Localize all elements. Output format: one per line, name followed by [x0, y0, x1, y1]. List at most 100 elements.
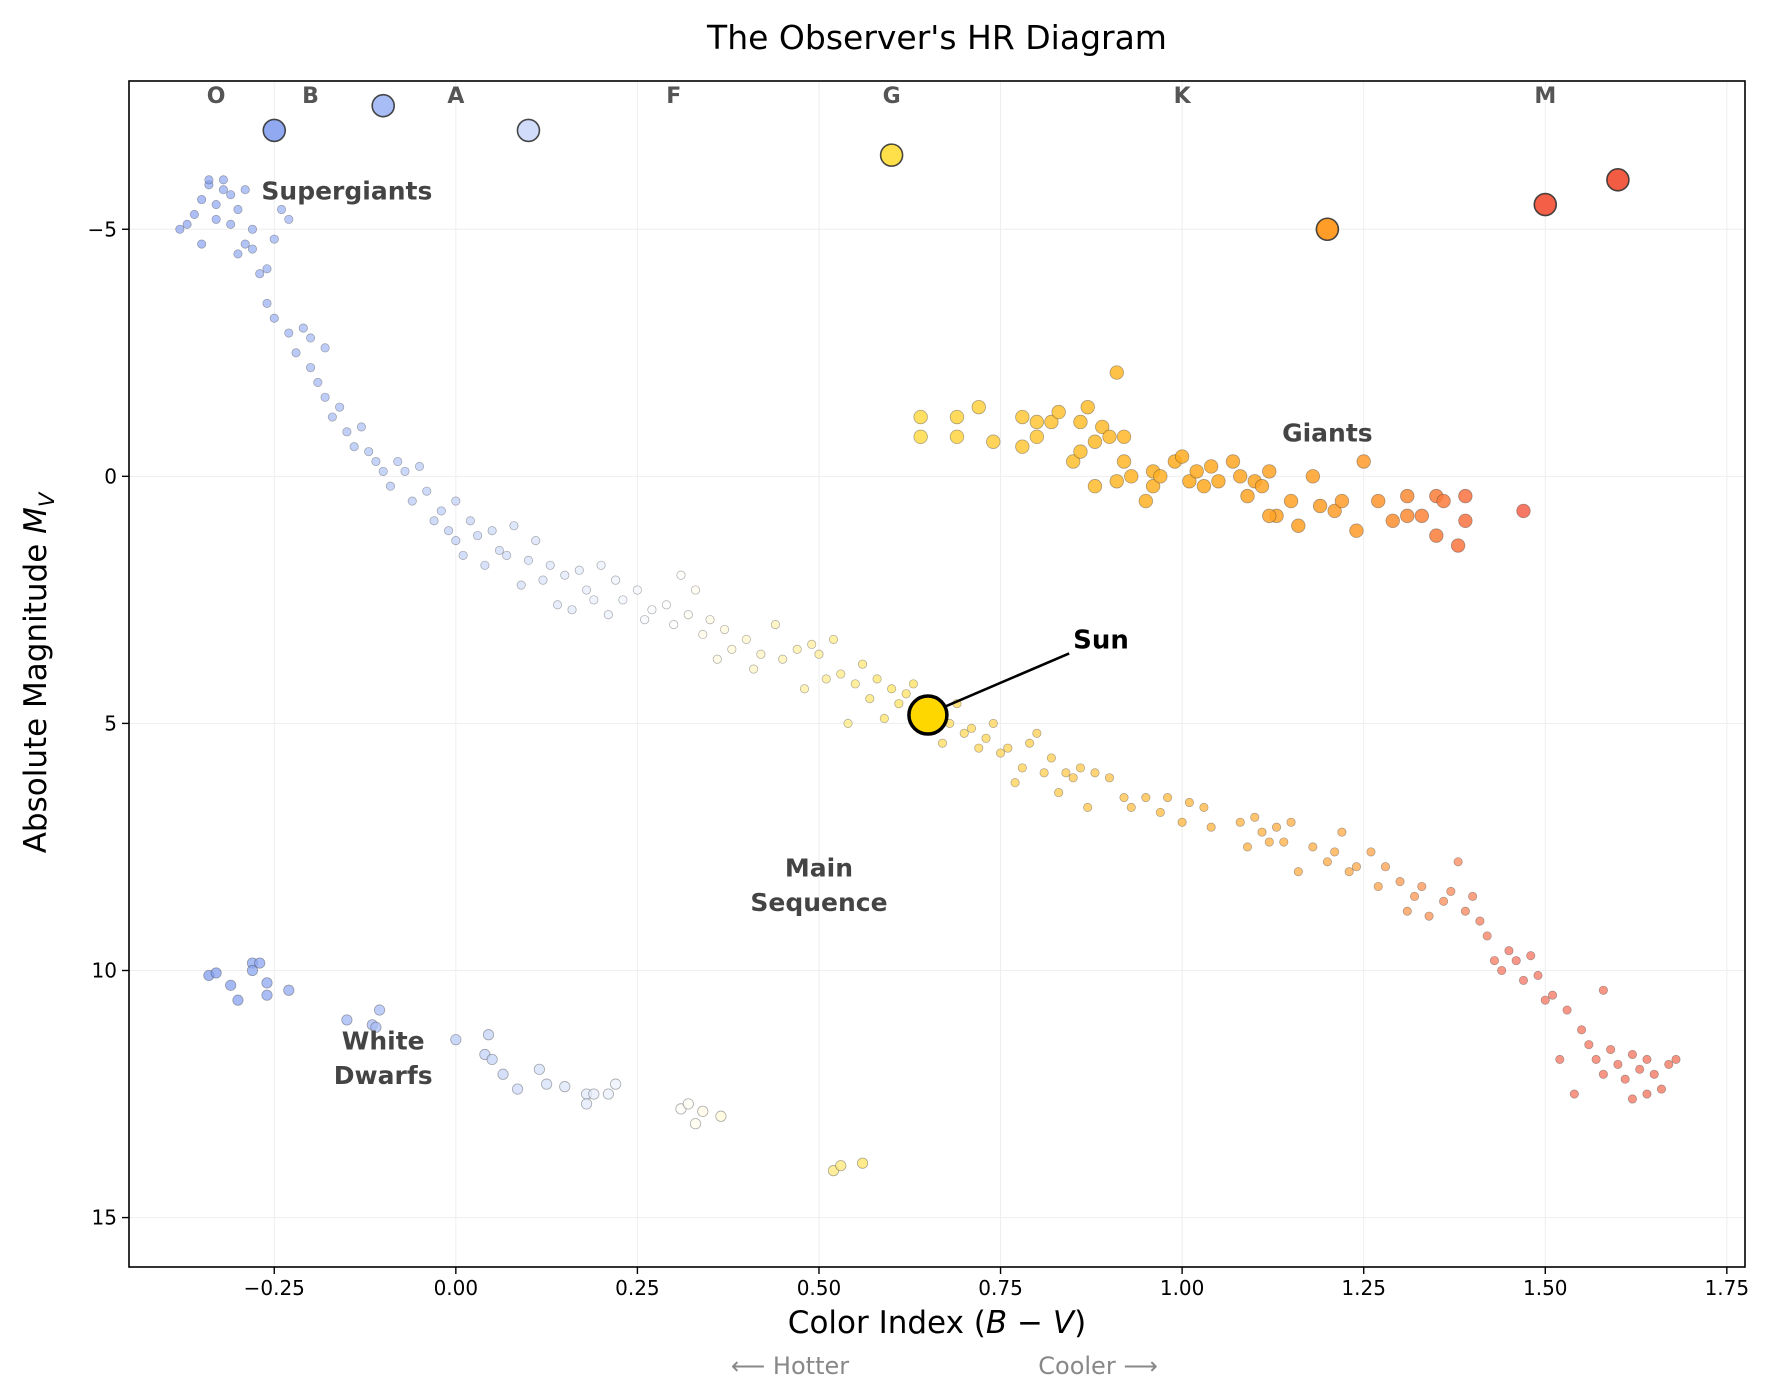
main-sequence-point [1126, 802, 1136, 812]
main-sequence-point [807, 639, 817, 649]
main-sequence-point [611, 575, 621, 585]
main-sequence-point [342, 427, 352, 437]
main-sequence-point [683, 610, 693, 620]
giants-point [1211, 474, 1226, 489]
white-dwarfs-point [602, 1088, 614, 1100]
main-sequence-point [937, 738, 947, 748]
main-sequence-point [1627, 1094, 1637, 1104]
x-label-suffix: ) [1074, 1305, 1086, 1341]
giants-point [1102, 429, 1117, 445]
y-label-sub: V [35, 491, 59, 507]
main-sequence-point [226, 190, 236, 200]
main-sequence-point [197, 195, 207, 205]
main-sequence-point [632, 585, 642, 595]
main-sequence-point [1642, 1054, 1652, 1064]
main-sequence-point [1344, 867, 1354, 877]
giants-point [1153, 469, 1168, 484]
main-sequence-point [1606, 1045, 1616, 1055]
x-tick-label: 0.00 [434, 1276, 479, 1300]
giants-point [1262, 508, 1277, 524]
white-dwarfs-point [373, 1004, 386, 1016]
main-sequence-point [676, 570, 686, 580]
main-sequence-point [371, 456, 381, 467]
main-sequence-point [560, 570, 570, 580]
main-sequence-point [1199, 802, 1209, 812]
white-dwarfs-point [588, 1088, 600, 1100]
main-sequence-point [1293, 867, 1303, 877]
giants-point [1015, 439, 1030, 454]
bright-stars-point [516, 118, 541, 143]
giants-point [1145, 479, 1161, 494]
white-dwarfs-point [261, 977, 273, 989]
main-sequence-point [545, 560, 555, 570]
white-dwarfs-point [697, 1105, 709, 1117]
main-sequence-point [516, 580, 526, 590]
main-sequence-point [1141, 792, 1151, 803]
main-sequence-point [1555, 1054, 1565, 1064]
x-axis-label: Color Index (B − V) [788, 1305, 1086, 1341]
white-dwarfs-point [715, 1110, 727, 1122]
white-dwarfs-point [486, 1053, 498, 1066]
main-sequence-point [523, 555, 534, 565]
main-sequence-point [1017, 763, 1027, 773]
main-sequence-point [741, 634, 751, 644]
main-sequence-point [1032, 728, 1042, 738]
main-sequence-point [720, 624, 730, 635]
hotter-label: ⟵ Hotter [731, 1352, 849, 1380]
white-dwarfs-point [254, 957, 266, 969]
giants-point [1073, 444, 1088, 459]
x-tick-label: −0.25 [244, 1276, 305, 1300]
main-sequence-point [1417, 881, 1427, 892]
main-sequence-point [1003, 743, 1013, 753]
giants-point [1174, 449, 1190, 464]
x-tick-label: 0.25 [615, 1276, 660, 1300]
chart-title: The Observer's HR Diagram [706, 18, 1167, 57]
main-sequence-point [1620, 1074, 1630, 1084]
main-sequence-point [589, 595, 599, 605]
y-tick-label: 5 [104, 711, 117, 735]
axis-ticks: −0.25 0.00 0.25 0.50 0.75 1.00 1.25 1.50 1.75 −5 0… [88, 217, 1750, 1300]
main-sequence-point [298, 323, 308, 333]
giants-point [1327, 503, 1342, 519]
grid [129, 81, 1745, 1267]
main-sequence-point [959, 728, 969, 738]
giants-point [1203, 459, 1219, 474]
bright-stars-point [1315, 217, 1340, 242]
main-sequence-point [1526, 951, 1536, 961]
main-sequence-point [1642, 1089, 1652, 1099]
main-sequence-point [1286, 817, 1296, 827]
x-tick-label: 1.75 [1705, 1276, 1750, 1300]
main-sequence-point [1330, 847, 1340, 857]
main-sequence-point [690, 585, 701, 595]
y-label-m: M [18, 507, 54, 534]
main-sequence-point [444, 526, 454, 536]
giants-point [1087, 434, 1103, 449]
main-sequence-point [1104, 773, 1115, 783]
main-sequence-point [1090, 768, 1100, 778]
white-dwarfs-point [246, 964, 259, 977]
main-sequence-point [306, 363, 316, 373]
main-sequence-point [385, 481, 396, 491]
giants-point [1450, 538, 1466, 553]
main-sequence-point [1308, 842, 1318, 852]
main-sequence-point [843, 718, 853, 728]
main-sequence-point [1279, 837, 1289, 847]
main-sequence-point [487, 526, 497, 536]
main-sequence-point [966, 723, 977, 733]
giants-point [1116, 429, 1132, 445]
main-sequence-point [1635, 1064, 1645, 1074]
x-tick-label: 1.25 [1341, 1276, 1386, 1300]
x-tick-label: 1.00 [1160, 1276, 1205, 1300]
main-sequence-point [538, 575, 548, 585]
main-sequence-point [189, 209, 199, 219]
main-sequence-point [1656, 1084, 1667, 1094]
main-sequence-point [792, 644, 802, 654]
main-sequence-point [233, 204, 243, 215]
spectral-class-label: F [666, 84, 681, 109]
x-label-minus: − [1007, 1305, 1053, 1341]
giants-point [1516, 503, 1531, 519]
main-sequence-point [1664, 1059, 1674, 1069]
main-sequence-point [378, 466, 388, 476]
white-dwarfs-point [689, 1118, 702, 1130]
main-sequence-point [1395, 876, 1405, 887]
